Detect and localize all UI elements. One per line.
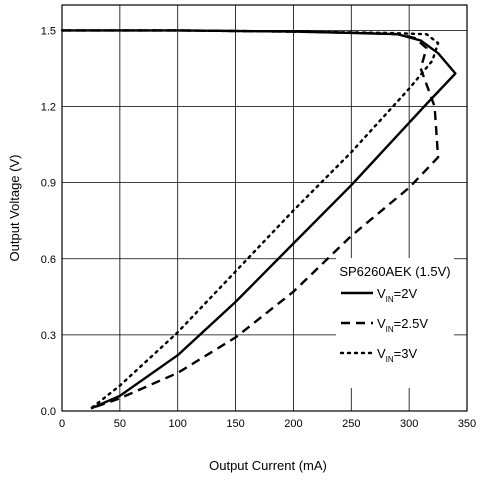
y-tick-label: 0.6 (41, 254, 56, 266)
legend-label: VIN=3V (377, 346, 417, 364)
series-layer (60, 29, 457, 410)
y-tick-label: 0.0 (41, 406, 56, 418)
series-line-solid (62, 29, 457, 410)
legend-label: VIN=2.5V (377, 316, 428, 334)
legend-title: SP6260AEK (1.5V) (339, 264, 450, 279)
x-axis-title: Output Current (mA) (209, 458, 327, 473)
legend-entries: VIN=2V VIN=2.5V VIN=3V (339, 286, 428, 364)
series-line-dashed (62, 29, 440, 410)
x-tick-label: 250 (342, 418, 360, 430)
legend-label: VIN=2V (377, 286, 417, 304)
series-line-dotted (60, 29, 440, 410)
x-tick-label: 350 (458, 418, 476, 430)
x-tick-label: 300 (400, 418, 418, 430)
legend: SP6260AEK (1.5V) VIN=2V VIN=2.5V VIN=3V (336, 258, 454, 388)
y-tick-label: 0.9 (41, 178, 56, 190)
x-tick-label: 50 (114, 418, 126, 430)
y-tick-label: 1.2 (41, 102, 56, 114)
y-tick-label: 1.5 (41, 25, 56, 37)
y-tick-label: 0.3 (41, 330, 56, 342)
y-axis-title: Output Voltage (V) (7, 155, 22, 262)
x-tick-labels: 0 50 100 150 200 250 300 350 (59, 418, 476, 430)
x-tick-label: 150 (226, 418, 244, 430)
x-tick-label: 200 (284, 418, 302, 430)
x-tick-label: 0 (59, 418, 65, 430)
x-tick-label: 100 (169, 418, 187, 430)
y-tick-labels: 0.0 0.3 0.6 0.9 1.2 1.5 (41, 25, 56, 418)
plot-frame (61, 4, 468, 412)
legend-background (336, 258, 454, 388)
